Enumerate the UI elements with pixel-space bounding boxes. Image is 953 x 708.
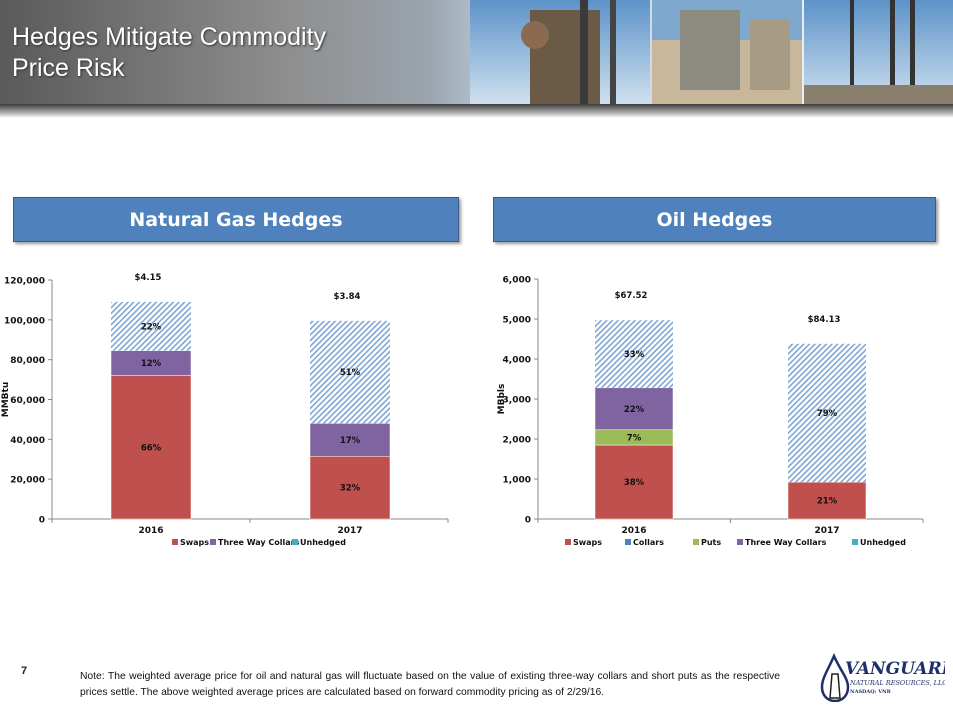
y-tick-label: 2,000	[503, 436, 531, 446]
page-number: 7	[21, 665, 28, 677]
data-label: 12%	[141, 359, 162, 369]
bar-segment-swaps	[594, 444, 674, 520]
y-axis-title: MMBtu	[1, 382, 11, 417]
y-tick-label: 60,000	[10, 396, 45, 406]
svg-text:VANGUARD: VANGUARD	[845, 659, 945, 679]
y-tick-label: 80,000	[10, 356, 45, 366]
y-tick-label: 5,000	[503, 316, 531, 326]
page-title: Hedges Mitigate Commodity Price Risk	[12, 22, 326, 84]
legend-label: Unhedged	[300, 538, 346, 547]
legend-swatch	[172, 539, 178, 545]
oil-hedges-chart: 0 1,000 2,000 3,000 4,000 5,000 6,000 MBbls 38% 7…	[497, 276, 924, 547]
x-tick-label: 2016	[621, 526, 646, 536]
bar-segment-swaps	[787, 481, 867, 520]
data-label: 33%	[624, 350, 645, 360]
legend-swatch	[625, 539, 631, 545]
svg-text:NATURAL RESOURCES, LLC: NATURAL RESOURCES, LLC	[849, 679, 945, 687]
y-tick-label: 20,000	[10, 476, 45, 486]
legend-swatch	[292, 539, 298, 545]
data-label: 21%	[817, 497, 838, 507]
legend-label: Unhedged	[860, 538, 906, 547]
legend-swatch	[210, 539, 216, 545]
y-tick-label: 4,000	[503, 356, 531, 366]
price-label: $84.13	[808, 315, 841, 325]
x-tick-label: 2017	[337, 526, 362, 536]
price-label: $3.84	[334, 292, 361, 302]
legend-label: Three Way Collars	[745, 538, 827, 547]
data-label: 7%	[627, 433, 642, 443]
oilfield-photos	[470, 0, 953, 104]
y-axis-title: MBbls	[497, 384, 507, 415]
bar-segment-unhedged	[788, 343, 866, 483]
y-tick-label: 0	[39, 516, 45, 526]
legend-swatch	[852, 539, 858, 545]
x-tick-label: 2017	[814, 526, 839, 536]
bar-segment-three-way-collars	[110, 350, 192, 376]
legend-swatch	[565, 539, 571, 545]
header-shadow	[0, 104, 953, 118]
bar-segment-three-way-collars	[594, 387, 674, 431]
y-tick-label: 1,000	[503, 476, 531, 486]
data-label: 22%	[624, 405, 645, 415]
bar-segment-unhedged	[111, 301, 191, 351]
y-tick-label: 3,000	[503, 396, 531, 406]
legend-swatch	[737, 539, 743, 545]
bar-segment-three-way-collars	[309, 423, 391, 457]
data-label: 79%	[817, 409, 838, 419]
legend-label: Swaps	[180, 538, 209, 547]
legend-swatch	[693, 539, 699, 545]
bar-segment-unhedged	[310, 320, 390, 424]
price-label: $4.15	[135, 273, 162, 283]
x-tick-label: 2016	[138, 526, 163, 536]
footnote: Note: The weighted average price for oil…	[80, 671, 780, 698]
legend-label: Collars	[633, 538, 664, 547]
bar-segment-swaps	[309, 456, 391, 520]
data-label: 22%	[141, 322, 162, 332]
legend-label: Swaps	[573, 538, 602, 547]
title-line-2: Price Risk	[12, 54, 125, 82]
legend-label: Three Way Collars	[218, 538, 300, 547]
data-label: 32%	[340, 484, 361, 494]
bar-segment-swaps	[110, 375, 192, 520]
data-label: 38%	[624, 478, 645, 488]
title-line-1: Hedges Mitigate Commodity	[12, 23, 327, 51]
svg-text:NASDAQ: VNR: NASDAQ: VNR	[850, 689, 892, 695]
y-tick-label: 120,000	[4, 277, 45, 287]
bar-segment-unhedged	[595, 320, 673, 388]
y-tick-label: 40,000	[10, 436, 45, 446]
data-label: 51%	[340, 368, 361, 378]
y-tick-label: 0	[525, 516, 531, 526]
oil-hedges-banner: Oil Hedges	[493, 197, 936, 242]
legend-label: Puts	[701, 538, 721, 547]
price-label: $67.52	[615, 291, 648, 301]
vanguard-logo: VANGUARD NATURAL RESOURCES, LLC NASDAQ: …	[820, 652, 945, 702]
natural-gas-hedges-banner: Natural Gas Hedges	[13, 197, 459, 242]
y-tick-label: 100,000	[4, 316, 45, 326]
data-label: 17%	[340, 436, 361, 446]
data-label: 66%	[141, 443, 162, 453]
natural-gas-hedges-chart: 0 20,000 40,000 60,000 80,000 100,000 120,000 M…	[1, 273, 449, 547]
y-tick-label: 6,000	[503, 276, 531, 286]
